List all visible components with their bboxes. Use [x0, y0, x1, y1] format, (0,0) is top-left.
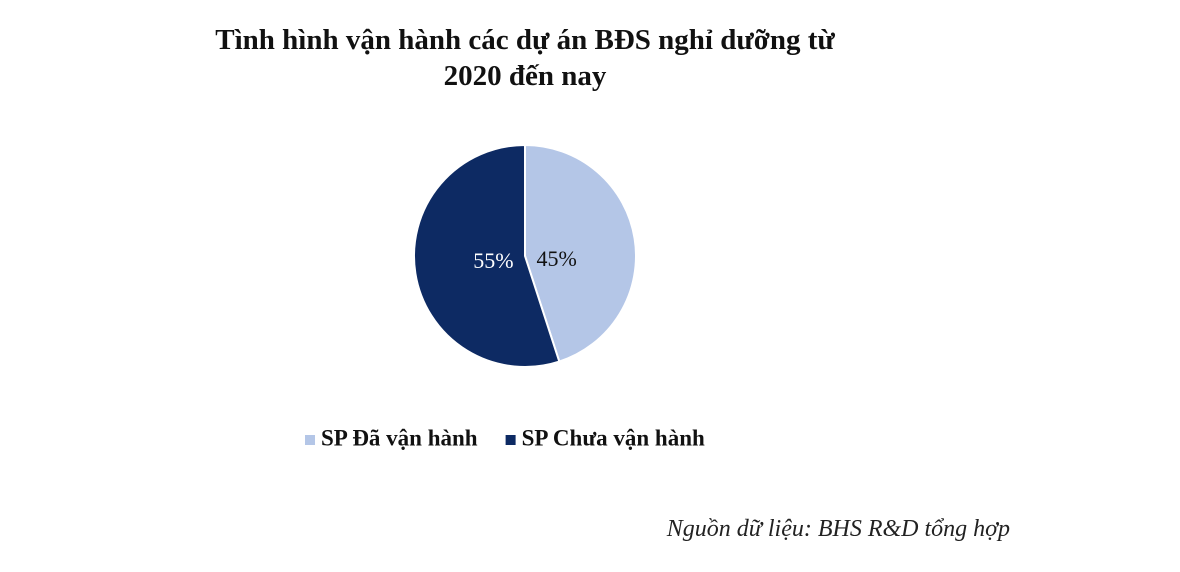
legend-swatch — [505, 435, 516, 445]
pie-slice — [524, 143, 637, 363]
pie-slice — [413, 143, 561, 368]
chart-title: Tình hình vận hành các dự án BĐS nghỉ dư… — [215, 24, 835, 92]
source-note: Nguồn dữ liệu: BHS R&D tổng hợp — [666, 516, 1010, 542]
legend-label: SP Chưa vận hành — [522, 425, 705, 450]
data-label: 45% — [536, 246, 576, 271]
legend-label: SP Đã vận hành — [321, 425, 478, 450]
legend-swatch — [305, 435, 315, 445]
data-label: 55% — [473, 248, 513, 273]
